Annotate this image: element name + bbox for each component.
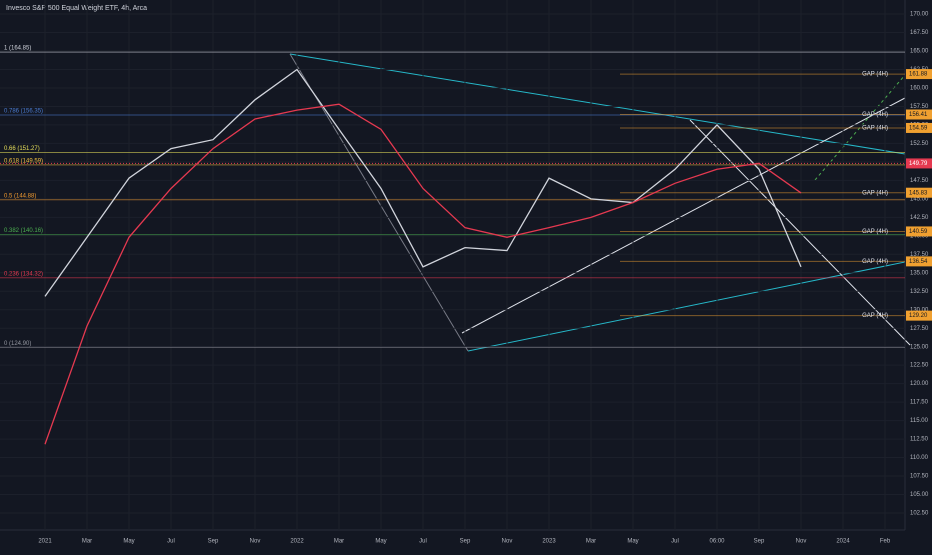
- y-tick-label: 102.50: [910, 511, 929, 517]
- x-tick-label: 2023: [542, 539, 556, 545]
- fib-label: 0.382 (140.16): [4, 228, 43, 234]
- x-tick-label: May: [627, 539, 638, 545]
- y-tick-label: 170.00: [910, 12, 929, 18]
- gap-label: GAP (4H): [862, 112, 888, 118]
- projection-line: [814, 74, 906, 181]
- y-tick-label: 165.00: [910, 49, 929, 55]
- gap-label: GAP (4H): [862, 126, 888, 132]
- gap-badge: [906, 69, 932, 80]
- x-tick-label: Sep: [208, 539, 219, 545]
- gap-label: GAP (4H): [862, 190, 888, 196]
- y-tick-label: 130.00: [910, 307, 929, 313]
- trend-line: [461, 97, 906, 334]
- gap-badge: [906, 109, 932, 120]
- gap-price: 140.59: [909, 229, 928, 235]
- fib-label: 0 (124.90): [4, 341, 31, 347]
- trend-line: [289, 53, 469, 352]
- x-tick-label: 2021: [38, 539, 52, 545]
- gap-price: 136.54: [909, 259, 928, 265]
- y-tick-label: 145.00: [910, 196, 929, 202]
- y-tick-label: 157.50: [910, 104, 929, 110]
- x-tick-label: 2024: [836, 539, 850, 545]
- x-tick-label: Nov: [502, 539, 513, 545]
- fib-label: 0.5 (144.88): [4, 193, 36, 199]
- y-tick-label: 107.50: [910, 474, 929, 480]
- x-tick-label: 06:00: [709, 539, 725, 545]
- y-tick-label: 122.50: [910, 363, 929, 369]
- gap-price: 154.59: [909, 126, 928, 132]
- y-tick-label: 117.50: [910, 400, 929, 406]
- y-tick-label: 147.50: [910, 178, 929, 184]
- gap-price: 145.83: [909, 190, 928, 196]
- x-tick-label: Mar: [334, 539, 344, 545]
- gap-label: GAP (4H): [862, 72, 888, 78]
- x-tick-label: Mar: [586, 539, 596, 545]
- y-tick-label: 135.00: [910, 270, 929, 276]
- gap-badge: [906, 256, 932, 267]
- drawings: [289, 53, 911, 352]
- fib-label: 0.618 (149.59): [4, 158, 43, 164]
- x-tick-label: Nov: [250, 539, 261, 545]
- fib-label: 0.236 (134.32): [4, 271, 43, 277]
- y-tick-label: 105.00: [910, 492, 929, 498]
- x-tick-label: Sep: [460, 539, 471, 545]
- x-tick-label: Feb: [880, 539, 891, 545]
- chart-title: Invesco S&P 500 Equal Weight ETF, 4h, Ar…: [6, 5, 147, 12]
- x-tick-label: Sep: [754, 539, 765, 545]
- x-tick-label: May: [375, 539, 386, 545]
- x-tick-label: Nov: [796, 539, 807, 545]
- gap-badge: [906, 226, 932, 237]
- fib-label: 0.66 (151.27): [4, 146, 40, 152]
- x-tick-label: Jul: [167, 539, 175, 545]
- fib-label: 1 (164.85): [4, 46, 31, 52]
- y-tick-label: 125.00: [910, 344, 929, 350]
- y-tick-label: 167.50: [910, 30, 929, 36]
- y-tick-label: 152.50: [910, 141, 929, 147]
- y-tick-label: 127.50: [910, 326, 929, 332]
- gap-price: 161.88: [909, 72, 928, 78]
- gap-label: GAP (4H): [862, 259, 888, 265]
- x-tick-label: Jul: [671, 539, 679, 545]
- trend-line: [467, 261, 906, 352]
- gap-badge: [906, 187, 932, 198]
- fib-label: 0.786 (156.35): [4, 109, 43, 115]
- y-tick-label: 137.50: [910, 252, 929, 258]
- y-tick-label: 142.50: [910, 215, 929, 221]
- last-price: 149.79: [909, 161, 928, 167]
- x-tick-label: May: [123, 539, 134, 545]
- gap-label: GAP (4H): [862, 313, 888, 319]
- gap-label: GAP (4H): [862, 229, 888, 235]
- gap-price: 156.41: [909, 112, 928, 118]
- price-line: [44, 103, 802, 445]
- trend-line: [289, 53, 906, 155]
- price-line: [44, 68, 802, 297]
- y-tick-label: 120.00: [910, 381, 929, 387]
- x-tick-label: 2022: [290, 539, 304, 545]
- y-tick-label: 132.50: [910, 289, 929, 295]
- y-tick-label: 115.00: [910, 418, 929, 424]
- x-tick-label: Jul: [419, 539, 427, 545]
- gap-badge: [906, 310, 932, 321]
- y-tick-label: 112.50: [910, 437, 929, 443]
- last-price-badge: [906, 158, 932, 169]
- gap-badge: [906, 122, 932, 133]
- y-tick-label: 110.00: [910, 455, 929, 461]
- x-tick-label: Mar: [82, 539, 92, 545]
- gap-price: 129.20: [909, 313, 928, 319]
- trend-line: [689, 119, 911, 346]
- y-tick-label: 160.00: [910, 86, 929, 92]
